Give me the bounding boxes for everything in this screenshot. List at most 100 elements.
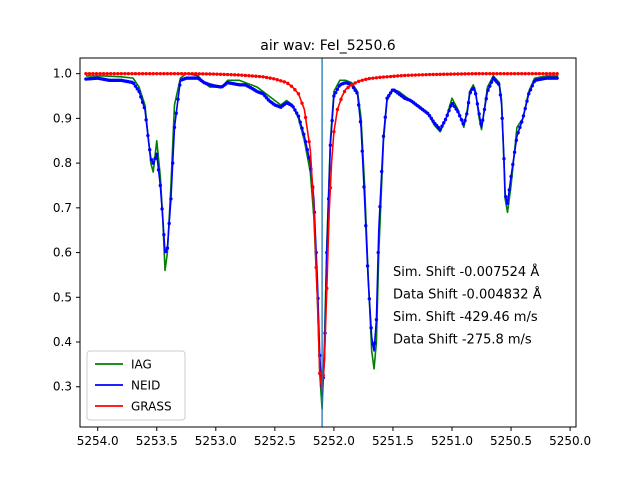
data-point-neid	[456, 109, 460, 114]
data-point-grass	[310, 186, 315, 191]
data-point-neid	[459, 118, 464, 122]
data-point-grass	[275, 78, 279, 82]
data-point-grass	[240, 73, 244, 77]
data-point-grass	[98, 71, 102, 76]
data-point-grass	[325, 286, 329, 291]
data-point-grass	[169, 71, 173, 76]
legend-box	[86, 350, 186, 421]
data-point-neid	[481, 118, 485, 122]
data-point-grass	[438, 72, 442, 77]
data-point-grass	[303, 115, 308, 120]
data-point-neid	[149, 158, 154, 162]
data-point-neid	[442, 121, 446, 125]
data-point-grass	[165, 71, 170, 76]
data-point-grass	[519, 71, 524, 76]
data-point-neid	[358, 120, 363, 124]
data-point-neid	[465, 112, 469, 116]
data-point-neid	[479, 122, 483, 126]
y-tick-label: 0.5	[53, 290, 72, 304]
data-point-grass	[123, 71, 127, 76]
data-point-neid	[528, 88, 533, 92]
data-point-neid	[440, 124, 444, 128]
data-point-grass	[360, 78, 364, 82]
data-point-neid	[140, 100, 145, 104]
data-point-grass	[339, 97, 343, 102]
data-point-neid	[144, 118, 148, 122]
data-point-grass	[176, 71, 180, 76]
data-point-grass	[434, 72, 439, 77]
data-point-grass	[147, 71, 152, 76]
data-point-neid	[364, 224, 368, 228]
data-point-neid	[450, 101, 455, 106]
data-point-grass	[463, 72, 467, 76]
data-point-neid	[300, 126, 304, 130]
data-point-grass	[470, 72, 474, 76]
data-point-neid	[291, 105, 295, 109]
data-point-neid	[488, 84, 492, 88]
data-point-neid	[388, 91, 393, 95]
data-point-neid	[463, 118, 467, 123]
data-point-grass	[442, 72, 446, 76]
data-point-neid	[169, 197, 173, 201]
data-point-grass	[523, 71, 527, 76]
x-tick-label: 5252.5	[254, 434, 296, 448]
data-point-grass	[388, 74, 393, 79]
data-point-grass	[374, 76, 379, 80]
data-point-neid	[438, 127, 442, 132]
data-point-grass	[403, 73, 407, 78]
data-point-grass	[307, 139, 311, 144]
y-tick-label: 0.6	[53, 246, 72, 260]
data-point-grass	[250, 74, 255, 78]
data-point-neid	[153, 156, 157, 161]
shift-annotation: Sim. Shift -429.46 m/s	[393, 310, 538, 325]
data-point-neid	[514, 138, 519, 142]
data-point-grass	[87, 71, 92, 76]
data-point-neid	[482, 107, 487, 112]
data-point-neid	[332, 94, 336, 98]
data-point-neid	[507, 188, 511, 192]
data-point-grass	[509, 71, 513, 76]
data-point-neid	[353, 88, 357, 92]
data-point-grass	[158, 71, 162, 76]
data-point-neid	[385, 96, 389, 100]
data-point-grass	[314, 265, 318, 270]
data-point-grass	[399, 74, 403, 78]
data-point-grass	[367, 76, 372, 81]
data-point-grass	[109, 71, 113, 76]
data-point-neid	[330, 118, 334, 123]
data-point-grass	[300, 101, 304, 105]
data-point-grass	[229, 72, 233, 77]
data-point-neid	[445, 113, 449, 117]
data-point-grass	[183, 71, 187, 76]
data-point-neid	[351, 85, 356, 90]
data-point-neid	[511, 162, 515, 167]
data-point-neid	[376, 250, 380, 255]
data-point-grass	[484, 71, 488, 76]
data-point-neid	[477, 112, 481, 116]
data-point-grass	[144, 71, 148, 76]
data-point-neid	[335, 87, 340, 92]
data-point-grass	[537, 71, 542, 76]
data-point-grass	[186, 71, 191, 76]
shift-annotation: Data Shift -0.004832 Å	[393, 287, 542, 303]
data-point-grass	[211, 72, 216, 76]
data-point-neid	[484, 97, 488, 101]
data-point-grass	[190, 71, 194, 76]
data-point-grass	[218, 72, 223, 76]
data-point-grass	[91, 71, 95, 76]
data-point-grass	[137, 71, 141, 76]
legend: IAG NEID GRASS	[86, 350, 186, 421]
data-point-neid	[502, 156, 506, 161]
legend-label-grass: GRASS	[131, 400, 172, 414]
data-point-grass	[335, 107, 340, 112]
data-point-neid	[367, 297, 372, 301]
data-point-neid	[461, 122, 465, 126]
data-point-grass	[406, 73, 410, 78]
data-point-grass	[392, 74, 396, 78]
data-point-neid	[473, 92, 478, 96]
data-point-grass	[548, 71, 552, 76]
data-point-neid	[509, 174, 513, 179]
data-point-grass	[289, 84, 294, 88]
data-point-neid	[328, 143, 333, 147]
data-point-neid	[496, 82, 501, 86]
